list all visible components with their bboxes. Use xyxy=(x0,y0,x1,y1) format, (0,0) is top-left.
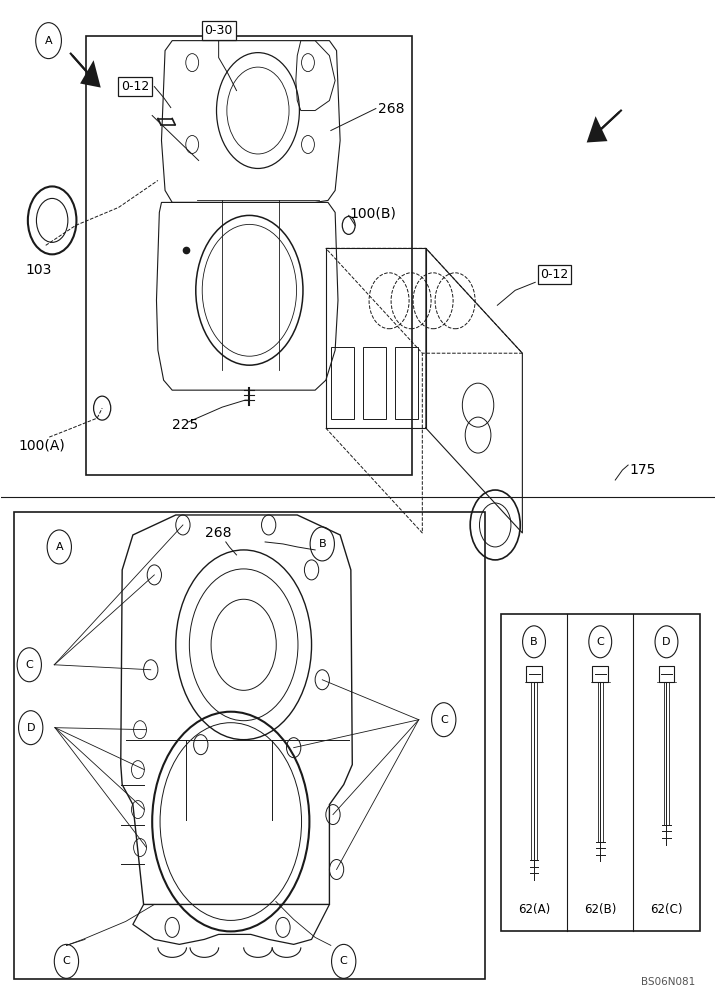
Text: BS06N081: BS06N081 xyxy=(641,977,695,987)
Text: 103: 103 xyxy=(26,263,52,277)
Text: D: D xyxy=(662,637,671,647)
Text: 62(A): 62(A) xyxy=(518,903,550,916)
Text: C: C xyxy=(62,956,70,966)
Text: 0-12: 0-12 xyxy=(121,80,149,93)
Text: B: B xyxy=(531,637,538,647)
Bar xyxy=(659,666,674,682)
Text: 268: 268 xyxy=(205,526,232,540)
Text: 62(B): 62(B) xyxy=(584,903,616,916)
Bar xyxy=(87,36,412,475)
Text: 225: 225 xyxy=(173,418,198,432)
Text: D: D xyxy=(26,723,35,733)
Text: 175: 175 xyxy=(629,463,656,477)
Text: C: C xyxy=(440,715,448,725)
Bar xyxy=(363,347,386,419)
Text: 268: 268 xyxy=(378,102,405,116)
Bar xyxy=(592,666,608,682)
Text: A: A xyxy=(45,36,52,46)
Text: 100(A): 100(A) xyxy=(19,438,65,452)
Bar xyxy=(395,347,418,419)
Bar xyxy=(14,512,485,979)
Text: 62(C): 62(C) xyxy=(650,903,683,916)
Bar xyxy=(501,614,700,931)
Polygon shape xyxy=(80,60,101,88)
Text: C: C xyxy=(340,956,347,966)
Text: C: C xyxy=(25,660,33,670)
Text: A: A xyxy=(55,542,63,552)
Bar xyxy=(526,666,542,682)
Text: 0-30: 0-30 xyxy=(205,24,233,37)
Text: B: B xyxy=(319,539,326,549)
Text: 100(B): 100(B) xyxy=(349,206,396,220)
Bar xyxy=(331,347,354,419)
Polygon shape xyxy=(586,116,607,142)
Text: C: C xyxy=(596,637,604,647)
Text: 0-12: 0-12 xyxy=(541,268,569,281)
